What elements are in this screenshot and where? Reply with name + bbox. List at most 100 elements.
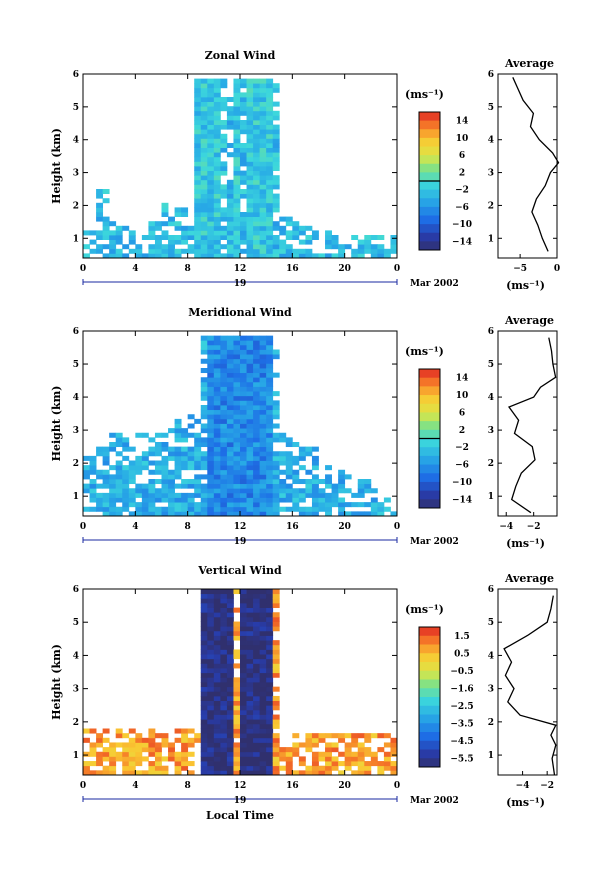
heatmap-cell — [200, 414, 208, 420]
heatmap-cell — [364, 488, 372, 494]
heatmap-cell — [253, 179, 261, 185]
colorbar-segment — [419, 481, 440, 492]
heatmap-cell — [220, 225, 228, 231]
heatmap-cell — [266, 502, 274, 508]
heatmap-cell — [325, 474, 332, 480]
heatmap-cell — [213, 492, 221, 498]
heatmap-cell — [233, 677, 241, 683]
heatmap-cell — [226, 700, 234, 706]
heatmap-cell — [135, 244, 143, 250]
heatmap-cell — [226, 630, 234, 636]
heatmap-cell — [259, 202, 267, 208]
colorbar-unit: (ms⁻¹) — [405, 88, 444, 101]
heatmap-cell — [246, 635, 254, 641]
heatmap-cell — [240, 506, 247, 512]
heatmap-cell — [253, 756, 261, 762]
panel-title: Meridional Wind — [188, 306, 292, 319]
heatmap-cell — [226, 423, 234, 429]
heatmap-cell — [233, 686, 241, 692]
heatmap-cell — [266, 686, 274, 692]
heatmap-cell — [115, 733, 123, 739]
heatmap-cell — [305, 747, 313, 753]
heatmap-cell — [253, 115, 261, 121]
heatmap-cell — [226, 649, 234, 655]
heatmap-cell — [364, 511, 372, 517]
heatmap-cell — [246, 761, 254, 767]
heatmap-cell — [207, 344, 215, 350]
heatmap-cell — [325, 483, 332, 489]
profile-x-axis-label: (ms⁻¹) — [506, 537, 545, 550]
heatmap-cell — [174, 761, 182, 767]
heatmap-cell — [200, 465, 208, 471]
heatmap-cell — [259, 686, 267, 692]
heatmap-cell — [259, 212, 267, 217]
heatmap-cell — [266, 682, 274, 688]
heatmap-cell — [311, 483, 319, 489]
heatmap-cell — [174, 474, 182, 480]
heatmap-cell — [200, 179, 208, 185]
heatmap-cell — [128, 756, 136, 762]
heatmap-cell — [344, 511, 352, 517]
colorbar-segment — [419, 129, 440, 139]
heatmap-cell — [253, 616, 261, 622]
heatmap-cell — [89, 728, 97, 734]
heatmap-cell — [226, 446, 234, 452]
heatmap-cell — [128, 465, 136, 471]
profile-y-tick-label: 1 — [488, 492, 494, 502]
heatmap-cell — [233, 216, 241, 222]
heatmap-cell — [194, 225, 202, 231]
heatmap-cell — [292, 479, 300, 485]
heatmap-cell — [96, 230, 104, 236]
x-tick-label: 20 — [338, 522, 351, 532]
heatmap-cell — [253, 175, 261, 181]
heatmap-cell — [292, 497, 300, 503]
heatmap-cell — [259, 621, 267, 627]
heatmap-cell — [246, 225, 254, 231]
heatmap-cell — [240, 230, 247, 236]
heatmap-cell — [298, 761, 306, 767]
heatmap-cell — [213, 483, 221, 489]
heatmap-cell — [207, 363, 215, 369]
heatmap-cell — [194, 511, 202, 517]
heatmap-cell — [174, 451, 182, 457]
heatmap-cell — [128, 248, 136, 254]
heatmap-cell — [370, 733, 378, 739]
colorbar-segment — [419, 189, 440, 199]
heatmap-cell — [233, 156, 241, 162]
heatmap-cell — [390, 770, 398, 776]
profile-y-tick-label: 3 — [488, 685, 494, 695]
heatmap-cell — [370, 488, 378, 494]
heatmap-cell — [311, 497, 319, 503]
heatmap-cell — [226, 216, 234, 222]
heatmap-cell — [213, 225, 221, 231]
heatmap-cell — [213, 78, 221, 84]
heatmap-cell — [253, 405, 261, 411]
heatmap-cell — [213, 115, 221, 121]
heatmap-cell — [168, 479, 175, 485]
heatmap-cell — [213, 728, 221, 734]
heatmap-cell — [194, 235, 202, 240]
heatmap-cell — [390, 239, 398, 245]
heatmap-cell — [200, 483, 208, 489]
heatmap-cell — [253, 700, 261, 706]
heatmap-cell — [253, 747, 261, 753]
heatmap-cell — [279, 248, 287, 254]
heatmap-cell — [226, 451, 234, 457]
heatmap-cell — [83, 465, 90, 471]
heatmap-cell — [292, 742, 300, 748]
heatmap-cell — [200, 761, 208, 767]
heatmap-cell — [122, 756, 130, 762]
heatmap-cell — [148, 446, 156, 452]
heatmap-cell — [253, 418, 261, 424]
heatmap-cell — [246, 737, 254, 743]
heatmap-cell — [272, 83, 280, 89]
heatmap-cell — [207, 189, 215, 194]
heatmap-cell — [200, 589, 208, 595]
heatmap-cell — [96, 244, 104, 250]
heatmap-cell — [226, 621, 234, 627]
heatmap-cell — [259, 198, 267, 204]
heatmap-cell — [246, 469, 254, 475]
heatmap-cell — [253, 742, 261, 748]
heatmap-cell — [226, 349, 234, 355]
heatmap-cell — [259, 483, 267, 489]
